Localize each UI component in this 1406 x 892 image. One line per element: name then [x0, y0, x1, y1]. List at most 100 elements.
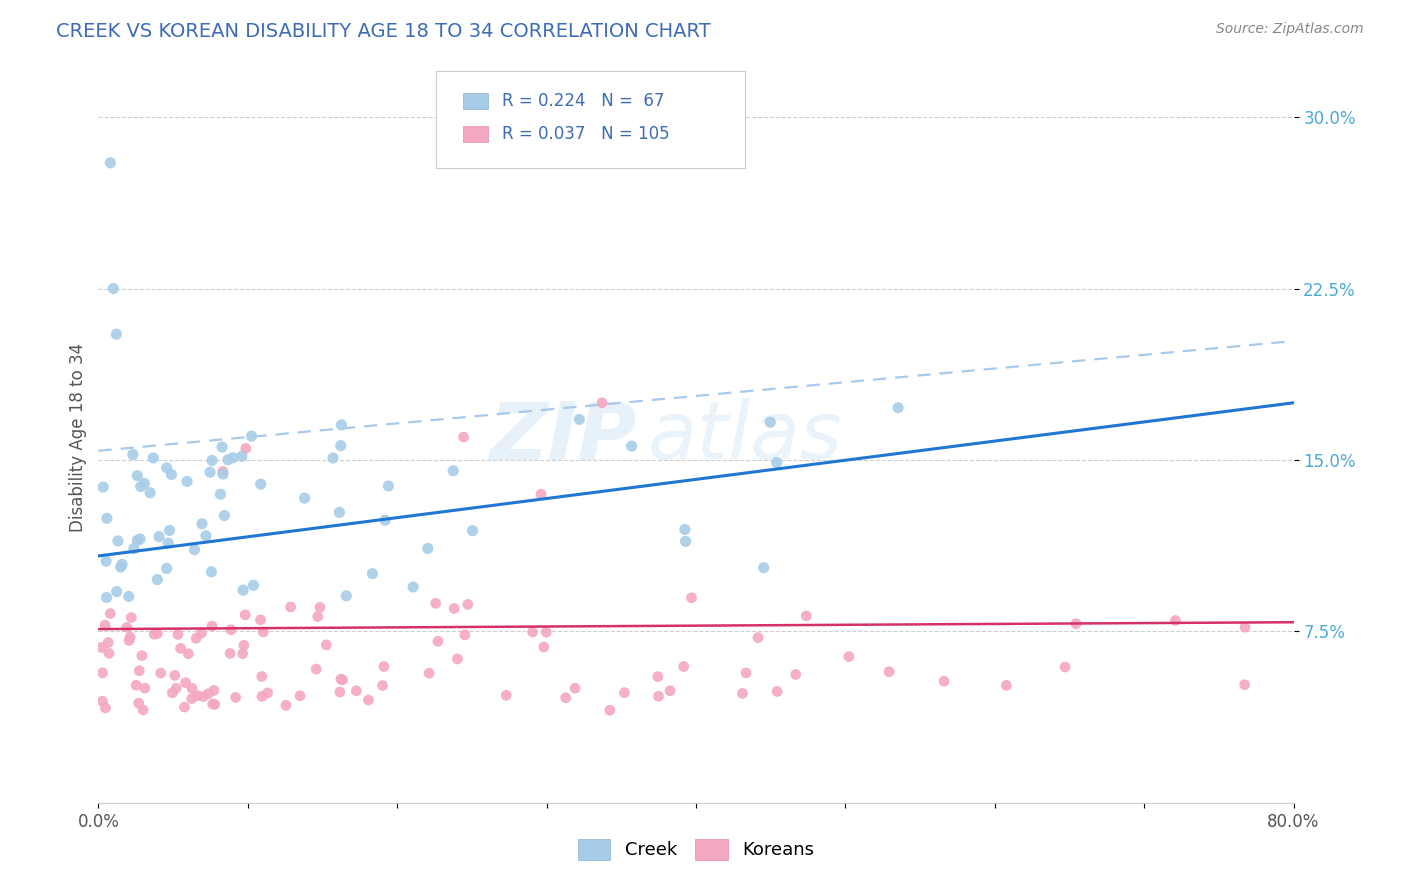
- Point: [219, 623, 242, 637]
- Point: [190, 626, 212, 640]
- Point: [332, 673, 354, 687]
- Point: [554, 690, 576, 705]
- Point: [794, 608, 817, 623]
- Point: [443, 601, 465, 615]
- Point: [98, 155, 122, 169]
- Point: [425, 596, 447, 610]
- Point: [120, 610, 142, 624]
- Point: [94, 554, 117, 568]
- Point: [132, 703, 155, 717]
- Point: [177, 647, 200, 661]
- Point: [232, 638, 254, 652]
- Point: [155, 460, 177, 475]
- Point: [838, 649, 860, 664]
- Point: [233, 607, 256, 622]
- Point: [453, 430, 475, 444]
- Point: [441, 464, 464, 478]
- Point: [328, 505, 350, 519]
- Point: [148, 530, 170, 544]
- Legend: Creek, Koreans: Creek, Koreans: [571, 831, 821, 867]
- Point: [219, 647, 242, 661]
- Point: [118, 590, 141, 604]
- Point: [446, 652, 468, 666]
- Point: [536, 625, 558, 640]
- Point: [344, 683, 367, 698]
- Point: [139, 485, 162, 500]
- Point: [96, 511, 118, 525]
- Point: [146, 573, 169, 587]
- Point: [1234, 620, 1257, 634]
- Point: [250, 690, 273, 704]
- Point: [1053, 660, 1076, 674]
- Point: [128, 664, 150, 678]
- Point: [877, 665, 900, 679]
- Point: [110, 560, 132, 574]
- Point: [159, 524, 181, 538]
- Point: [198, 465, 221, 479]
- Point: [163, 668, 186, 682]
- Point: [146, 626, 169, 640]
- Point: [361, 566, 384, 581]
- Point: [193, 690, 215, 704]
- Point: [121, 448, 143, 462]
- Point: [307, 609, 329, 624]
- Point: [294, 491, 316, 505]
- Point: [533, 640, 555, 654]
- Y-axis label: Disability Age 18 to 34: Disability Age 18 to 34: [69, 343, 87, 532]
- Point: [522, 625, 544, 640]
- Point: [659, 683, 682, 698]
- Point: [335, 589, 357, 603]
- Point: [454, 628, 477, 642]
- Point: [125, 678, 148, 692]
- Point: [142, 450, 165, 465]
- Point: [131, 648, 153, 663]
- Point: [675, 534, 697, 549]
- Point: [120, 630, 142, 644]
- Point: [127, 468, 149, 483]
- Point: [176, 475, 198, 489]
- Point: [322, 450, 344, 465]
- Point: [201, 619, 224, 633]
- Point: [613, 686, 636, 700]
- Point: [169, 641, 191, 656]
- Point: [371, 678, 394, 692]
- Point: [418, 666, 440, 681]
- Point: [309, 600, 332, 615]
- Point: [107, 533, 129, 548]
- Point: [118, 633, 141, 648]
- Point: [240, 429, 263, 443]
- Point: [759, 415, 782, 429]
- Text: CREEK VS KOREAN DISABILITY AGE 18 TO 34 CORRELATION CHART: CREEK VS KOREAN DISABILITY AGE 18 TO 34 …: [56, 22, 711, 41]
- Point: [122, 541, 145, 556]
- Point: [212, 467, 235, 482]
- Point: [202, 683, 225, 698]
- Point: [249, 613, 271, 627]
- Point: [94, 618, 117, 632]
- Point: [766, 684, 789, 698]
- Point: [250, 669, 273, 683]
- Point: [214, 508, 236, 523]
- Point: [887, 401, 910, 415]
- Point: [98, 646, 121, 660]
- Point: [329, 685, 352, 699]
- Text: ZIP: ZIP: [489, 398, 637, 476]
- Point: [735, 665, 758, 680]
- Point: [274, 698, 297, 713]
- Point: [201, 697, 224, 711]
- Point: [94, 701, 117, 715]
- Point: [160, 467, 183, 482]
- Point: [134, 476, 156, 491]
- Text: R = 0.224   N =  67: R = 0.224 N = 67: [502, 92, 664, 110]
- Point: [232, 583, 254, 598]
- Point: [995, 678, 1018, 692]
- Point: [222, 450, 245, 465]
- Point: [426, 634, 449, 648]
- Point: [211, 440, 233, 454]
- Point: [200, 565, 222, 579]
- Point: [530, 487, 553, 501]
- Point: [194, 529, 217, 543]
- Point: [231, 450, 253, 464]
- Point: [402, 580, 425, 594]
- Point: [91, 694, 114, 708]
- Point: [568, 412, 591, 426]
